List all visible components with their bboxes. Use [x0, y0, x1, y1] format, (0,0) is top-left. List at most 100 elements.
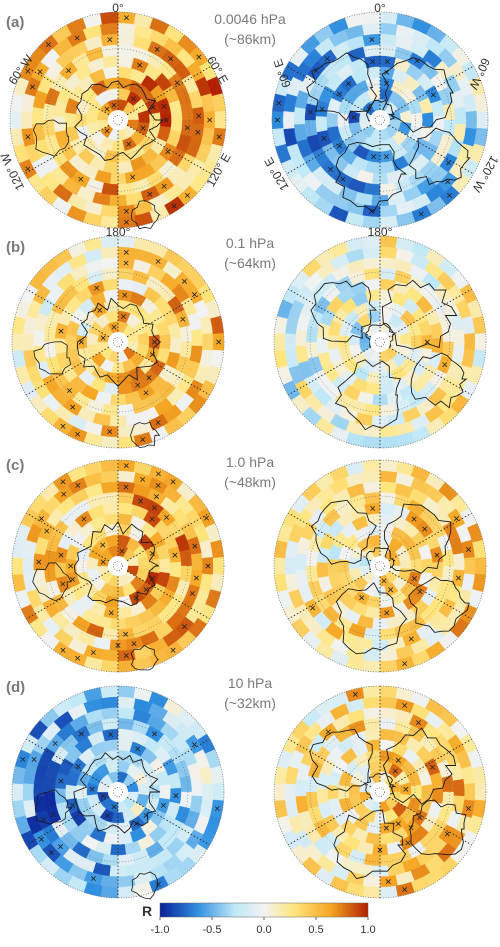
significance-mark — [68, 563, 74, 569]
continent-coastline — [382, 727, 457, 805]
grid-cell — [371, 172, 389, 185]
panel-d: (d) 10 hPa (~32km) — [6, 675, 487, 900]
meridian-line — [379, 288, 472, 343]
significance-mark — [138, 498, 144, 504]
continent-coastline — [383, 503, 452, 574]
grid-cell — [474, 333, 487, 351]
grid-cell — [100, 696, 119, 709]
significance-mark — [123, 260, 129, 266]
continent-coastline — [32, 119, 69, 157]
continent-coastline — [310, 280, 378, 343]
significance-mark — [58, 328, 64, 334]
grid-cell — [411, 112, 423, 128]
grid-cell — [326, 112, 338, 128]
significance-mark — [434, 552, 440, 558]
grid-cell — [327, 784, 339, 800]
significance-mark — [44, 528, 50, 534]
latitude-circle — [344, 756, 416, 828]
colorbar-tick-label: 0.5 — [308, 924, 323, 936]
significance-mark — [274, 117, 280, 123]
meridian-line — [26, 288, 119, 343]
grid-cell — [117, 278, 134, 292]
continent-coastline — [335, 142, 408, 213]
meridian-line — [286, 65, 381, 121]
grid-cell — [117, 425, 136, 438]
significance-mark — [61, 491, 67, 497]
significance-mark — [130, 96, 136, 102]
antarctica-coastline — [77, 297, 162, 387]
significance-mark — [140, 437, 146, 443]
grid-cell — [305, 791, 319, 809]
significance-mark — [308, 109, 314, 115]
meridian-line — [117, 791, 210, 846]
grid-cell — [100, 257, 119, 270]
grid-cell — [9, 110, 22, 130]
significance-mark — [97, 307, 103, 313]
significance-mark — [149, 352, 155, 358]
grid-cell — [54, 561, 67, 579]
grid-cell — [379, 22, 399, 36]
grid-cell — [179, 341, 193, 359]
grid-cell — [337, 112, 349, 128]
significance-mark — [58, 778, 64, 784]
grid-cell — [379, 267, 397, 281]
significance-mark — [402, 702, 408, 708]
latitude-circle — [82, 306, 154, 378]
grid-cell — [316, 787, 329, 805]
grid-cell — [431, 561, 444, 579]
significance-mark — [417, 589, 423, 595]
lon-label-180-north: 180° — [368, 225, 393, 239]
meridian-line — [24, 119, 119, 175]
grid-cell — [379, 235, 398, 249]
significance-mark — [20, 756, 26, 762]
grid-cell — [117, 33, 136, 47]
continent-coastline — [131, 871, 159, 900]
grid-cell — [117, 44, 135, 58]
grid-cell — [212, 557, 225, 575]
meridian-line — [288, 341, 381, 396]
significance-mark — [66, 388, 72, 394]
significance-mark — [152, 731, 158, 737]
grid-cell — [362, 685, 381, 699]
significance-mark — [108, 610, 114, 616]
continent-coastline — [34, 789, 73, 825]
meridian-line — [117, 65, 212, 121]
meridian-line — [288, 512, 381, 567]
grid-cell — [379, 853, 397, 867]
significance-mark — [31, 757, 37, 762]
significance-mark — [75, 431, 81, 437]
significance-mark — [384, 610, 390, 616]
significance-mark — [115, 642, 121, 648]
pole-hole — [370, 782, 390, 802]
significance-mark — [337, 143, 343, 149]
altitude-label: (~32km) — [224, 695, 276, 711]
grid-cell — [379, 659, 398, 673]
significance-mark — [123, 219, 129, 225]
significance-mark — [352, 691, 358, 697]
grid-cell — [117, 435, 136, 449]
significance-mark — [89, 786, 95, 792]
significance-mark — [424, 339, 430, 345]
north-pole-map — [273, 685, 487, 899]
colorbar: R -1.0 -0.5 0.0 0.5 1.0 — [142, 902, 376, 936]
pole-hole — [108, 110, 128, 130]
lon-label-0-north: 0° — [374, 1, 386, 15]
grid-cell — [464, 333, 476, 351]
grid-cell — [117, 853, 135, 867]
grid-cell — [454, 106, 467, 125]
latitude-circle — [47, 721, 189, 863]
grid-cell — [474, 783, 487, 801]
significance-mark — [123, 463, 129, 469]
continent-coastline — [410, 352, 468, 409]
grid-cell — [169, 561, 182, 579]
grid-cell — [379, 649, 398, 662]
grid-cell — [117, 707, 136, 720]
grid-cell — [442, 119, 456, 137]
significance-mark — [422, 526, 428, 532]
grid-cell — [117, 22, 137, 36]
grid-cell — [117, 491, 135, 505]
significance-mark — [130, 174, 136, 180]
colorbar-ticks: -1.0 -0.5 0.0 0.5 1.0 — [151, 917, 376, 936]
significance-mark — [60, 423, 66, 429]
grid-cell — [22, 783, 34, 801]
